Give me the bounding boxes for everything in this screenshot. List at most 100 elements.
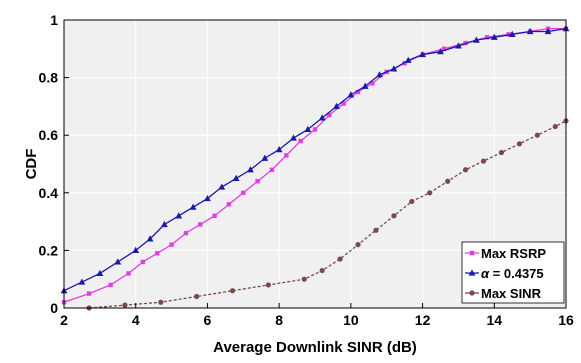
legend-marker-max-sinr [469, 290, 475, 296]
series-layer [60, 25, 570, 311]
data-point-alpha [318, 114, 326, 121]
x-axis-label: Average Downlink SINR (dB) [213, 339, 417, 356]
y-tick-label: 1 [50, 12, 58, 28]
y-tick-label: 0.4 [39, 185, 59, 201]
y-axis-label: CDF [23, 149, 40, 180]
data-point-max-rsrp [183, 230, 189, 236]
series-line-max-sinr [89, 120, 567, 309]
y-tick-label: 0 [50, 300, 58, 316]
plot-frame [63, 19, 567, 309]
legend-label-max-rsrp: Max RSRP [481, 246, 546, 261]
data-point-alpha [114, 258, 122, 265]
data-point-alpha [146, 235, 154, 242]
data-point-alpha [275, 146, 283, 153]
legend-marker-max-rsrp [469, 250, 475, 256]
legend-alpha-value: = 0.4375 [489, 266, 544, 281]
data-point-alpha [247, 166, 254, 173]
x-tick-label: 16 [558, 312, 574, 328]
data-point-max-rsrp [341, 101, 346, 106]
x-tick-label: 8 [275, 312, 283, 328]
y-tick-label: 0.8 [39, 70, 59, 86]
data-point-alpha [361, 82, 369, 89]
data-point-alpha [544, 27, 552, 35]
data-point-max-sinr [194, 293, 200, 300]
data-point-alpha [232, 174, 240, 181]
y-tick-label: 0.2 [39, 242, 59, 258]
data-point-max-sinr [355, 242, 361, 248]
data-point-alpha [437, 48, 444, 55]
data-point-alpha [218, 183, 226, 190]
data-point-alpha [261, 154, 269, 161]
legend-label-max-sinr: Max SINR [481, 286, 542, 301]
data-point-max-sinr [463, 167, 469, 173]
data-point-max-sinr [319, 267, 325, 274]
data-point-max-sinr [516, 141, 522, 147]
data-point-max-rsrp [441, 46, 447, 51]
data-point-alpha [508, 30, 516, 37]
data-point-max-rsrp [86, 291, 92, 296]
tick-labels: 2 4 6 8 10 12 14 16 0 0.2 0.4 0.6 0.8 1 [39, 12, 574, 328]
data-point-max-sinr [337, 256, 343, 262]
data-point-max-rsrp [355, 89, 361, 95]
data-point-alpha [404, 56, 412, 63]
data-point-alpha [333, 102, 340, 109]
data-point-max-rsrp [169, 242, 174, 247]
data-point-alpha [472, 36, 480, 43]
data-point-max-sinr [391, 213, 397, 219]
data-point-max-sinr [427, 190, 433, 196]
legend-markers [465, 250, 479, 296]
data-point-alpha [96, 269, 104, 277]
data-point-max-rsrp [255, 179, 260, 184]
data-point-max-sinr [409, 198, 415, 205]
data-point-alpha [455, 42, 462, 49]
x-tick-label: 4 [132, 312, 140, 328]
data-point-alpha [526, 27, 534, 35]
series-max-sinr [86, 118, 569, 311]
data-point-max-rsrp [284, 153, 289, 158]
data-point-max-sinr [445, 178, 451, 184]
data-point-alpha [189, 203, 197, 210]
data-point-max-sinr [373, 227, 379, 233]
data-point-max-rsrp [226, 202, 232, 207]
data-point-max-rsrp [241, 190, 246, 195]
data-point-alpha [347, 91, 355, 98]
data-point-max-rsrp [198, 222, 203, 227]
data-point-max-sinr [498, 149, 505, 156]
data-point-alpha [78, 278, 86, 285]
data-point-alpha [419, 50, 426, 58]
data-point-alpha [161, 220, 168, 228]
data-point-alpha [304, 125, 312, 133]
data-point-max-rsrp [370, 81, 375, 86]
data-point-max-rsrp [298, 138, 303, 144]
data-point-max-sinr [534, 132, 540, 138]
data-point-max-rsrp [212, 213, 217, 219]
y-tick-label: 0.6 [39, 127, 59, 143]
legend-label-alpha: α = 0.4375 [481, 266, 544, 281]
legend-marker-alpha [468, 269, 476, 276]
data-point-alpha [376, 71, 383, 78]
data-point-alpha [290, 134, 297, 141]
x-tick-label: 2 [60, 312, 68, 328]
legend-alpha-symbol: α [481, 266, 490, 281]
data-point-max-sinr [480, 158, 487, 164]
data-point-max-sinr [265, 282, 271, 288]
series-alpha [60, 25, 570, 294]
x-tick-label: 12 [415, 312, 431, 328]
data-point-max-sinr [552, 123, 558, 130]
data-point-max-sinr [122, 302, 128, 308]
data-point-max-rsrp [327, 112, 332, 118]
data-point-alpha [390, 65, 398, 72]
data-point-max-sinr [229, 288, 236, 294]
data-point-alpha [132, 246, 140, 253]
legend: Max RSRP α = 0.4375 Max SINR [461, 241, 565, 304]
data-point-alpha [175, 212, 183, 219]
data-point-max-rsrp [484, 35, 490, 40]
data-point-max-rsrp [126, 271, 131, 276]
data-point-alpha [204, 194, 211, 202]
data-point-max-sinr [158, 299, 164, 305]
data-point-max-rsrp [155, 251, 160, 256]
x-tick-label: 6 [204, 312, 212, 328]
data-point-alpha [490, 33, 498, 40]
